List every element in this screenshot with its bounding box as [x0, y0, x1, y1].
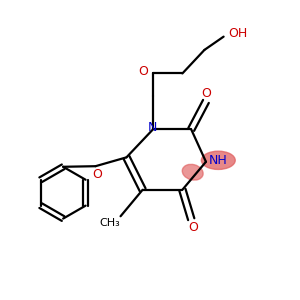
Text: O: O: [188, 221, 198, 234]
Text: O: O: [139, 64, 148, 78]
Ellipse shape: [201, 151, 235, 169]
Text: N: N: [148, 122, 157, 134]
Ellipse shape: [182, 164, 203, 180]
Text: OH: OH: [228, 27, 248, 40]
Text: O: O: [92, 168, 102, 181]
Text: O: O: [202, 87, 212, 100]
Text: NH: NH: [209, 154, 228, 167]
Text: CH₃: CH₃: [100, 218, 121, 228]
